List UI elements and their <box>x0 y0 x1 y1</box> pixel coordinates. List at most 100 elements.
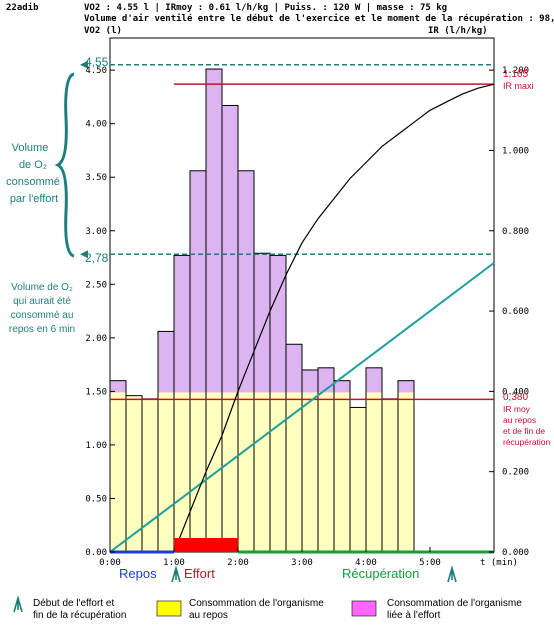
left-tick-label: 1.50 <box>85 387 107 397</box>
vo2-bars <box>109 68 415 553</box>
effort-consumption-bar <box>238 170 254 393</box>
rest-vo2-value: 2,78 <box>85 251 109 265</box>
rest-consumption-bar <box>302 392 318 552</box>
volume-brace <box>54 72 75 258</box>
vo2-total-line: Volume <box>12 142 49 154</box>
right-tick-label: 1.200 <box>502 66 529 76</box>
x-tick-label: 5:00 <box>419 558 441 568</box>
vo2-max-value: 4,55 <box>85 55 109 69</box>
effort-consumption-bar <box>334 380 350 393</box>
rest-vo2-label: Volume de O₂ qui aurait été consommé au … <box>9 282 75 335</box>
rest-consumption-bar <box>254 392 270 552</box>
vo2-total-line: par l'effort <box>10 193 58 205</box>
legend-effort-swatch <box>351 600 377 617</box>
rest-vo2-line: qui aurait été <box>13 296 71 307</box>
effort-consumption-bar <box>190 170 206 393</box>
left-tick-label: 2.00 <box>85 334 107 344</box>
rest-consumption-bar <box>366 392 382 552</box>
header-volume: Volume d'air ventilé entre le début de l… <box>84 13 554 24</box>
ir-rest-label: IR moy au repos et de fin de récupératio… <box>503 404 551 447</box>
right-tick-label: 0.400 <box>502 387 529 397</box>
effort-start-marker-icon <box>171 565 181 583</box>
ir-rest-line: IR moy <box>503 404 531 414</box>
rest-consumption-bar <box>174 392 190 552</box>
effort-consumption-bar <box>110 380 126 393</box>
legend-marker-text: fin de la récupération <box>33 610 126 621</box>
left-tick-label: 4.00 <box>85 120 107 130</box>
left-tick-label: 3.00 <box>85 227 107 237</box>
ir-max-value: 1,165 <box>503 69 528 80</box>
right-tick-label: 0.200 <box>502 468 529 478</box>
rest-consumption-line <box>109 262 495 553</box>
ir-max-label: IR maxi <box>503 81 534 91</box>
right-axis-title: IR (l/h/kg) <box>428 26 488 36</box>
rest-consumption-bar <box>318 392 334 552</box>
x-tick-label: 2:00 <box>227 558 249 568</box>
phase-effort-label: Effort <box>184 566 215 581</box>
rest-consumption-bar <box>398 392 414 552</box>
axis-ticks: 0.00 0.50 1.00 1.50 2.00 2.50 3.00 3.50 4.00 4.50… <box>85 66 529 568</box>
rest-consumption-bar <box>238 392 254 552</box>
legend-rest-text: au repos <box>189 610 228 621</box>
right-tick-label: 0.600 <box>502 307 529 317</box>
effort-consumption-bar <box>398 380 414 393</box>
x-tick-label: 0:00 <box>99 558 121 568</box>
vo2-total-line: de O₂ <box>19 159 47 171</box>
left-tick-label: 3.50 <box>85 173 107 183</box>
rest-consumption-bar <box>126 395 142 552</box>
effort-consumption-bar <box>158 331 174 393</box>
rest-consumption-bar <box>190 392 206 552</box>
rest-vo2-line: repos en 6 min <box>9 324 75 335</box>
effort-consumption-bar <box>302 369 318 393</box>
rest-consumption-bar <box>206 392 222 552</box>
effort-consumption-bar <box>270 255 286 393</box>
rest-vo2-line: Volume de O₂ <box>11 282 73 293</box>
vo2-max-arrow-icon <box>80 60 88 69</box>
ir-rest-value: 0,380 <box>503 392 528 403</box>
cumulative-ir-curve <box>173 83 495 553</box>
rest-consumption-bar <box>270 392 286 552</box>
rest-consumption-bar <box>110 392 126 552</box>
right-tick-label: 1.000 <box>502 146 529 156</box>
rest-vo2-arrow-icon <box>80 250 88 259</box>
left-tick-label: 4.50 <box>85 66 107 76</box>
legend-marker-text: Début de l'effort et <box>33 598 114 609</box>
rest-consumption-bar <box>382 398 398 552</box>
x-axis-unit: t (min) <box>480 558 518 568</box>
ir-rest-line: au repos <box>503 415 536 425</box>
left-tick-label: 0.50 <box>85 494 107 504</box>
legend-rest-text: Consommation de l'organisme <box>189 598 324 609</box>
vo2-total-line: consommé <box>6 176 60 188</box>
vo2-total-label: Volume de O₂ consommé par l'effort <box>6 142 60 205</box>
rest-vo2-line: consommé au <box>11 310 74 321</box>
effort-consumption-bar <box>254 253 270 393</box>
rest-consumption-bar <box>158 392 174 552</box>
effort-consumption-bar <box>174 255 190 393</box>
left-tick-label: 2.50 <box>85 280 107 290</box>
ir-rest-line: et de fin de <box>503 426 545 436</box>
phase-recovery-label: Récupération <box>342 566 419 581</box>
legend-marker-icon <box>13 595 23 613</box>
ir-rest-line: récupération <box>503 437 551 447</box>
chart-lines <box>80 60 495 554</box>
effort-consumption-bar <box>366 367 382 393</box>
x-tick-label: 4:00 <box>355 558 377 568</box>
x-tick-label: 3:00 <box>291 558 313 568</box>
rest-consumption-bar <box>222 392 238 552</box>
phase-rest-label: Repos <box>119 566 157 581</box>
rest-consumption-bar <box>142 398 158 552</box>
effort-phase-bar <box>174 538 238 552</box>
effort-consumption-bar <box>206 69 222 393</box>
chart-id: 22adib <box>6 2 39 13</box>
left-tick-label: 1.00 <box>85 441 107 451</box>
rest-consumption-bar <box>350 407 366 552</box>
left-axis-title: VO2 (l) <box>84 26 122 36</box>
right-tick-label: 0.000 <box>502 548 529 558</box>
recovery-end-marker-icon <box>447 565 457 583</box>
effort-consumption-bar <box>222 105 238 393</box>
header-stats: VO2 : 4.55 l | IRmoy : 0.61 l/h/kg | Pui… <box>84 2 447 13</box>
rest-consumption-bar <box>286 392 302 552</box>
legend: Début de l'effort et fin de la récupérat… <box>13 595 522 621</box>
right-tick-label: 0.800 <box>502 227 529 237</box>
